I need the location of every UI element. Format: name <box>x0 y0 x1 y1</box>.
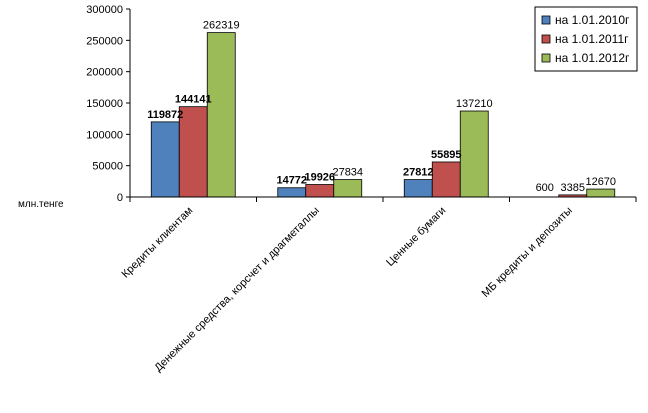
bar-1-3 <box>206 32 236 198</box>
data-label: 19926 <box>304 172 335 184</box>
y-tick-label: 150000 <box>86 98 123 110</box>
bar-3-3 <box>459 110 489 198</box>
y-tick-label: 100000 <box>86 129 123 141</box>
legend-label: на 1.01.2010г <box>555 13 630 27</box>
data-label: 55895 <box>431 149 462 161</box>
data-label-extra: 600 <box>536 182 554 194</box>
bar-4-3 <box>586 188 616 198</box>
bar-1-1 <box>150 121 180 198</box>
data-label: 12670 <box>585 176 616 188</box>
legend-swatch <box>541 53 551 63</box>
data-label: 14772 <box>276 175 307 187</box>
bar-1-2 <box>178 106 208 198</box>
y-tick-label: 300000 <box>86 4 123 16</box>
bar-2-2 <box>305 184 335 198</box>
x-category-label: МБ кредиты и депозиты <box>480 205 575 300</box>
legend-label: на 1.01.2012г <box>555 51 630 65</box>
legend-swatch <box>541 15 551 25</box>
y-axis-unit-label: млн.тенге <box>18 199 64 210</box>
bar-2-1 <box>277 187 307 198</box>
data-label: 119872 <box>147 109 183 121</box>
legend-label: на 1.01.2011г <box>555 32 629 46</box>
data-label: 262319 <box>203 20 240 32</box>
data-label: 3385 <box>561 182 585 194</box>
y-tick-label: 0 <box>117 192 123 204</box>
data-label: 27834 <box>332 167 363 179</box>
legend: на 1.01.2010г на 1.01.2011г на 1.01.2012г <box>534 6 638 72</box>
y-tick-label: 200000 <box>86 67 123 79</box>
y-tick-label: 50000 <box>92 161 123 173</box>
data-label: 27812 <box>403 167 434 179</box>
y-tick-label: 250000 <box>86 35 123 47</box>
data-label: 137210 <box>456 98 493 110</box>
bar-2-3 <box>333 179 363 198</box>
x-category-label: Кредиты клиентам <box>120 205 196 281</box>
bar-3-2 <box>431 161 461 198</box>
legend-box <box>534 6 638 72</box>
data-label: 144141 <box>175 94 212 106</box>
bar-3-1 <box>403 179 433 198</box>
legend-swatch <box>541 34 551 44</box>
x-category-label: Ценные бумаги <box>384 205 448 269</box>
